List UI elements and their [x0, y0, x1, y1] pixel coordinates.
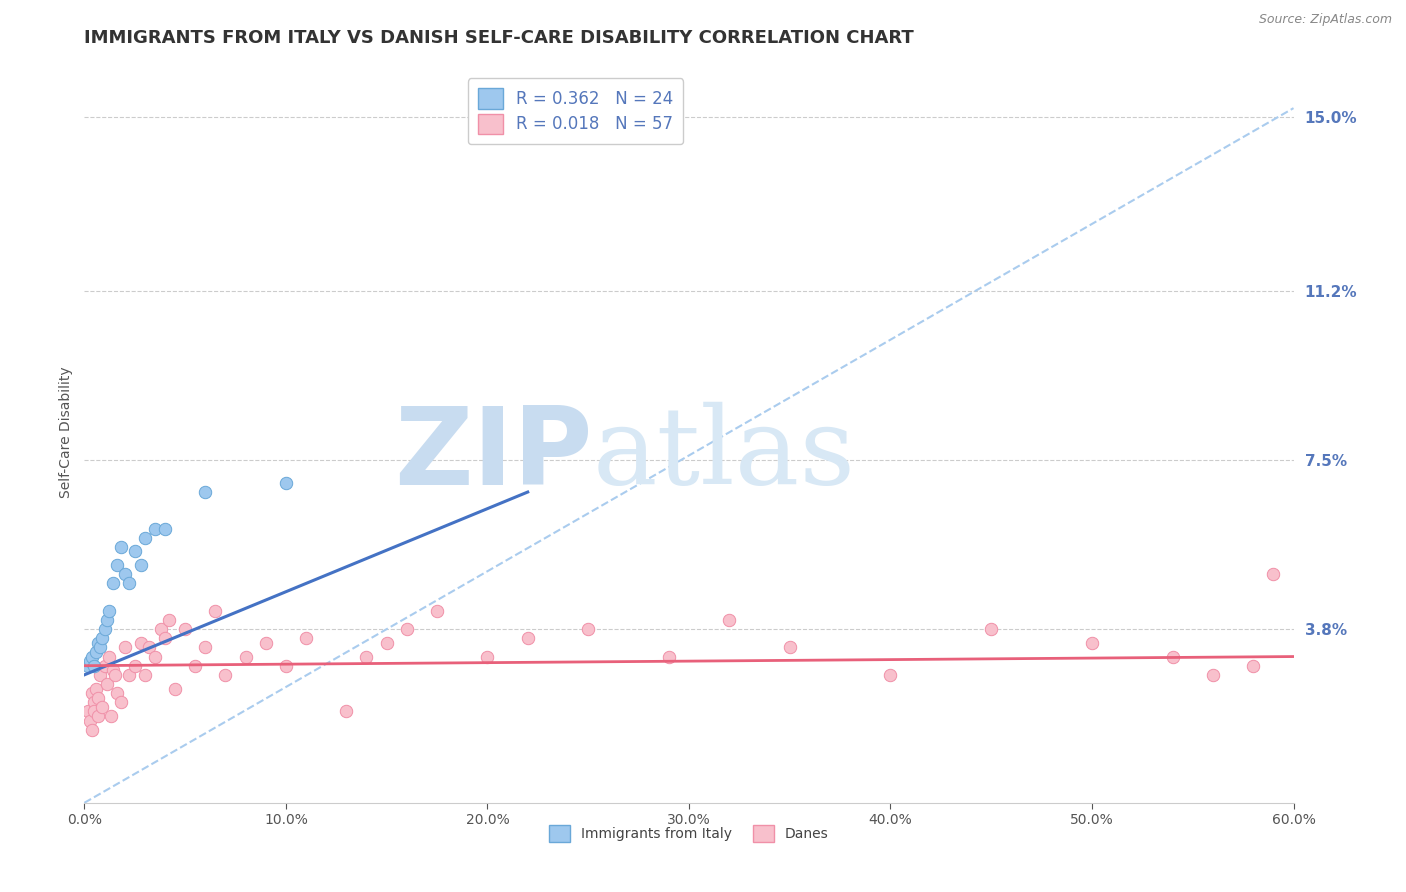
Point: [96, 677, 118, 691]
Point: [79, 654, 101, 668]
Point: [114, 567, 136, 582]
Point: [82, 649, 104, 664]
Point: [134, 531, 156, 545]
Point: [105, 686, 128, 700]
Point: [96, 613, 118, 627]
Point: [118, 576, 141, 591]
Legend: Immigrants from Italy, Danes: Immigrants from Italy, Danes: [544, 820, 834, 847]
Point: [89, 668, 111, 682]
Point: [83, 658, 105, 673]
Point: [77, 705, 100, 719]
Point: [718, 613, 741, 627]
Point: [110, 695, 132, 709]
Point: [93, 622, 115, 636]
Point: [114, 640, 136, 655]
Point: [100, 709, 122, 723]
Point: [1202, 668, 1225, 682]
Point: [658, 649, 681, 664]
Point: [124, 544, 146, 558]
Point: [97, 604, 120, 618]
Point: [153, 522, 176, 536]
Point: [124, 658, 146, 673]
Point: [143, 649, 166, 664]
Point: [477, 649, 499, 664]
Text: IMMIGRANTS FROM ITALY VS DANISH SELF-CARE DISABILITY CORRELATION CHART: IMMIGRANTS FROM ITALY VS DANISH SELF-CAR…: [84, 29, 914, 47]
Point: [295, 632, 318, 646]
Point: [97, 649, 120, 664]
Point: [143, 522, 166, 536]
Point: [101, 663, 124, 677]
Point: [101, 576, 124, 591]
Text: ZIP: ZIP: [394, 401, 592, 508]
Point: [576, 622, 599, 636]
Point: [274, 475, 297, 490]
Point: [779, 640, 801, 655]
Point: [184, 658, 207, 673]
Point: [165, 681, 187, 696]
Y-axis label: Self-Care Disability: Self-Care Disability: [59, 367, 73, 499]
Point: [335, 705, 357, 719]
Point: [194, 485, 217, 500]
Point: [516, 632, 538, 646]
Point: [356, 649, 378, 664]
Point: [235, 649, 257, 664]
Point: [110, 540, 132, 554]
Point: [86, 645, 108, 659]
Point: [375, 636, 398, 650]
Point: [91, 632, 114, 646]
Point: [980, 622, 1002, 636]
Point: [204, 604, 226, 618]
Point: [395, 622, 418, 636]
Point: [149, 622, 172, 636]
Point: [118, 668, 141, 682]
Point: [86, 681, 108, 696]
Point: [426, 604, 449, 618]
Point: [82, 723, 104, 737]
Point: [87, 709, 110, 723]
Point: [89, 640, 111, 655]
Point: [138, 640, 160, 655]
Point: [93, 658, 115, 673]
Point: [104, 668, 127, 682]
Point: [87, 636, 110, 650]
Point: [1263, 567, 1285, 582]
Point: [157, 613, 180, 627]
Point: [214, 668, 236, 682]
Point: [129, 636, 152, 650]
Point: [79, 714, 101, 728]
Point: [879, 668, 901, 682]
Point: [516, 120, 538, 134]
Text: atlas: atlas: [592, 402, 855, 508]
Point: [77, 658, 100, 673]
Point: [153, 632, 176, 646]
Point: [174, 622, 197, 636]
Point: [82, 686, 104, 700]
Text: Source: ZipAtlas.com: Source: ZipAtlas.com: [1258, 13, 1392, 27]
Point: [274, 658, 297, 673]
Point: [1241, 658, 1264, 673]
Point: [254, 636, 277, 650]
Point: [134, 668, 156, 682]
Point: [194, 640, 217, 655]
Point: [83, 705, 105, 719]
Point: [1161, 649, 1184, 664]
Point: [91, 699, 114, 714]
Point: [87, 690, 110, 705]
Point: [1081, 636, 1104, 650]
Point: [105, 558, 128, 573]
Point: [129, 558, 152, 573]
Point: [83, 695, 105, 709]
